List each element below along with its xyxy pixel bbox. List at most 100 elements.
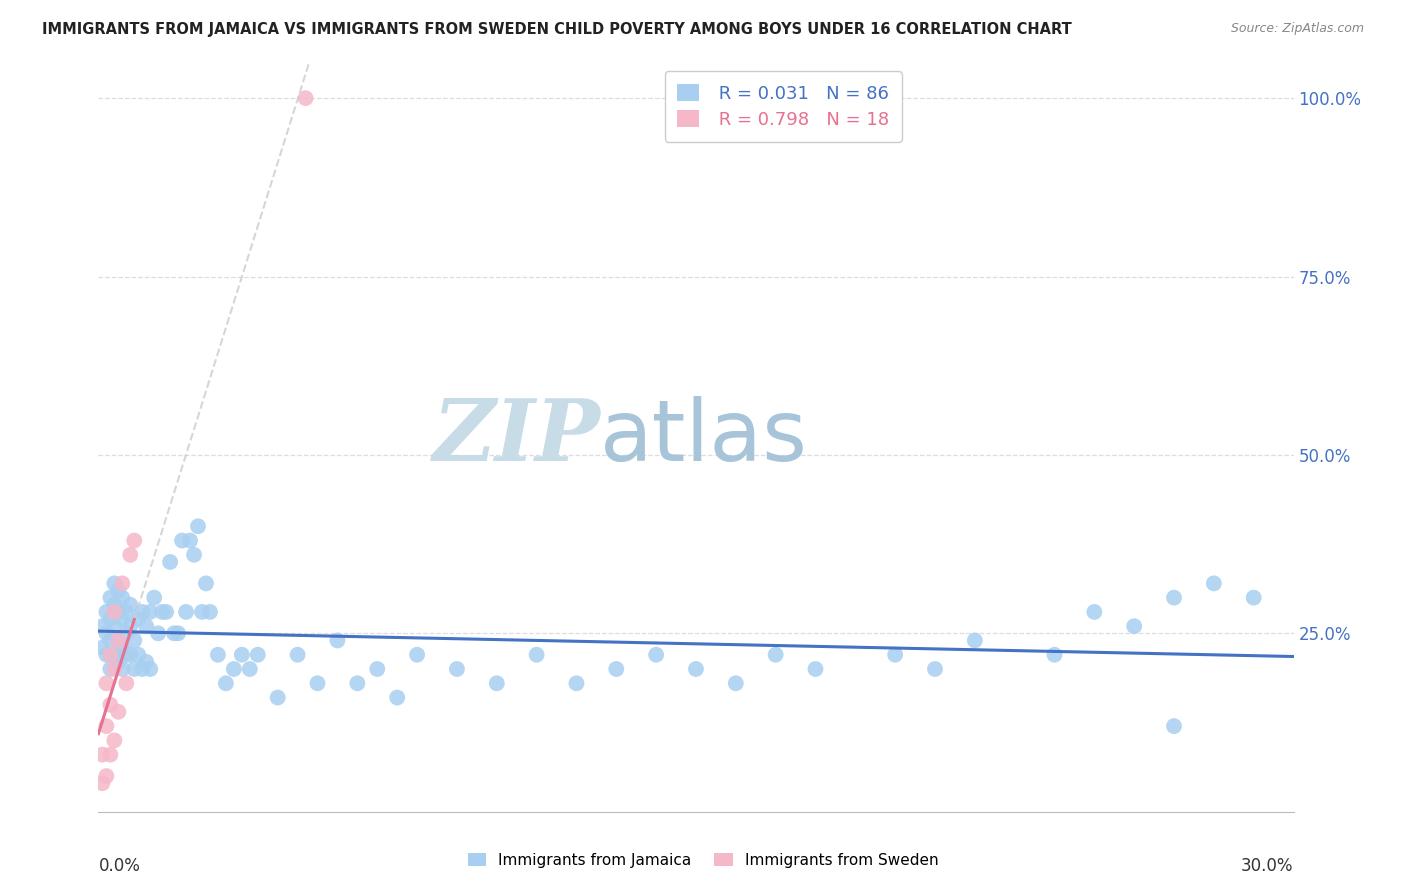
Point	[131, 662, 153, 676]
Point	[120, 619, 142, 633]
Point	[124, 662, 146, 676]
Point	[163, 626, 186, 640]
Point	[215, 676, 238, 690]
Point	[924, 662, 946, 676]
Point	[366, 662, 388, 676]
Point	[294, 91, 316, 105]
Point	[96, 648, 118, 662]
Point	[131, 605, 153, 619]
Point	[267, 690, 290, 705]
Point	[115, 626, 138, 640]
Point	[565, 676, 588, 690]
Point	[485, 676, 508, 690]
Point	[111, 591, 134, 605]
Point	[172, 533, 194, 548]
Point	[222, 662, 245, 676]
Point	[148, 626, 170, 640]
Point	[804, 662, 827, 676]
Point	[127, 612, 149, 626]
Point	[120, 548, 142, 562]
Point	[111, 576, 134, 591]
Point	[326, 633, 349, 648]
Point	[103, 605, 125, 619]
Point	[446, 662, 468, 676]
Point	[103, 619, 125, 633]
Point	[139, 605, 162, 619]
Point	[107, 633, 129, 648]
Point	[246, 648, 269, 662]
Point	[198, 605, 221, 619]
Point	[207, 648, 229, 662]
Point	[91, 747, 114, 762]
Point	[605, 662, 627, 676]
Point	[120, 648, 142, 662]
Point	[96, 605, 118, 619]
Point	[287, 648, 309, 662]
Point	[150, 605, 173, 619]
Point	[98, 633, 122, 648]
Point	[724, 676, 747, 690]
Point	[159, 555, 181, 569]
Point	[91, 619, 114, 633]
Point	[98, 698, 122, 712]
Point	[107, 705, 129, 719]
Legend:  R = 0.031   N = 86,  R = 0.798   N = 18: R = 0.031 N = 86, R = 0.798 N = 18	[665, 71, 903, 142]
Point	[174, 605, 197, 619]
Point	[963, 633, 986, 648]
Point	[884, 648, 907, 662]
Point	[143, 591, 166, 605]
Point	[124, 533, 146, 548]
Text: ZIP: ZIP	[433, 395, 600, 479]
Text: 30.0%: 30.0%	[1241, 856, 1294, 875]
Point	[526, 648, 548, 662]
Point	[103, 662, 125, 676]
Point	[1083, 605, 1105, 619]
Text: atlas: atlas	[600, 395, 808, 479]
Point	[685, 662, 707, 676]
Point	[1163, 591, 1185, 605]
Text: 0.0%: 0.0%	[98, 856, 141, 875]
Point	[96, 769, 118, 783]
Point	[385, 690, 409, 705]
Point	[111, 662, 134, 676]
Point	[103, 733, 125, 747]
Point	[179, 533, 201, 548]
Point	[107, 633, 129, 648]
Point	[98, 662, 122, 676]
Point	[1202, 576, 1225, 591]
Point	[139, 662, 162, 676]
Point	[1043, 648, 1066, 662]
Point	[645, 648, 668, 662]
Point	[115, 605, 138, 619]
Point	[107, 655, 129, 669]
Point	[195, 576, 218, 591]
Text: IMMIGRANTS FROM JAMAICA VS IMMIGRANTS FROM SWEDEN CHILD POVERTY AMONG BOYS UNDER: IMMIGRANTS FROM JAMAICA VS IMMIGRANTS FR…	[42, 22, 1071, 37]
Point	[103, 598, 125, 612]
Point	[765, 648, 787, 662]
Point	[107, 583, 129, 598]
Point	[115, 676, 138, 690]
Point	[239, 662, 262, 676]
Point	[1163, 719, 1185, 733]
Point	[231, 648, 253, 662]
Point	[120, 598, 142, 612]
Point	[135, 655, 157, 669]
Point	[127, 648, 149, 662]
Point	[1243, 591, 1265, 605]
Point	[1123, 619, 1146, 633]
Point	[107, 605, 129, 619]
Point	[91, 776, 114, 790]
Point	[124, 633, 146, 648]
Point	[183, 548, 205, 562]
Point	[187, 519, 209, 533]
Point	[96, 719, 118, 733]
Point	[191, 605, 214, 619]
Point	[96, 626, 118, 640]
Point	[135, 619, 157, 633]
Point	[96, 676, 118, 690]
Point	[111, 612, 134, 626]
Point	[103, 648, 125, 662]
Legend: Immigrants from Jamaica, Immigrants from Sweden: Immigrants from Jamaica, Immigrants from…	[460, 845, 946, 875]
Point	[98, 591, 122, 605]
Point	[91, 640, 114, 655]
